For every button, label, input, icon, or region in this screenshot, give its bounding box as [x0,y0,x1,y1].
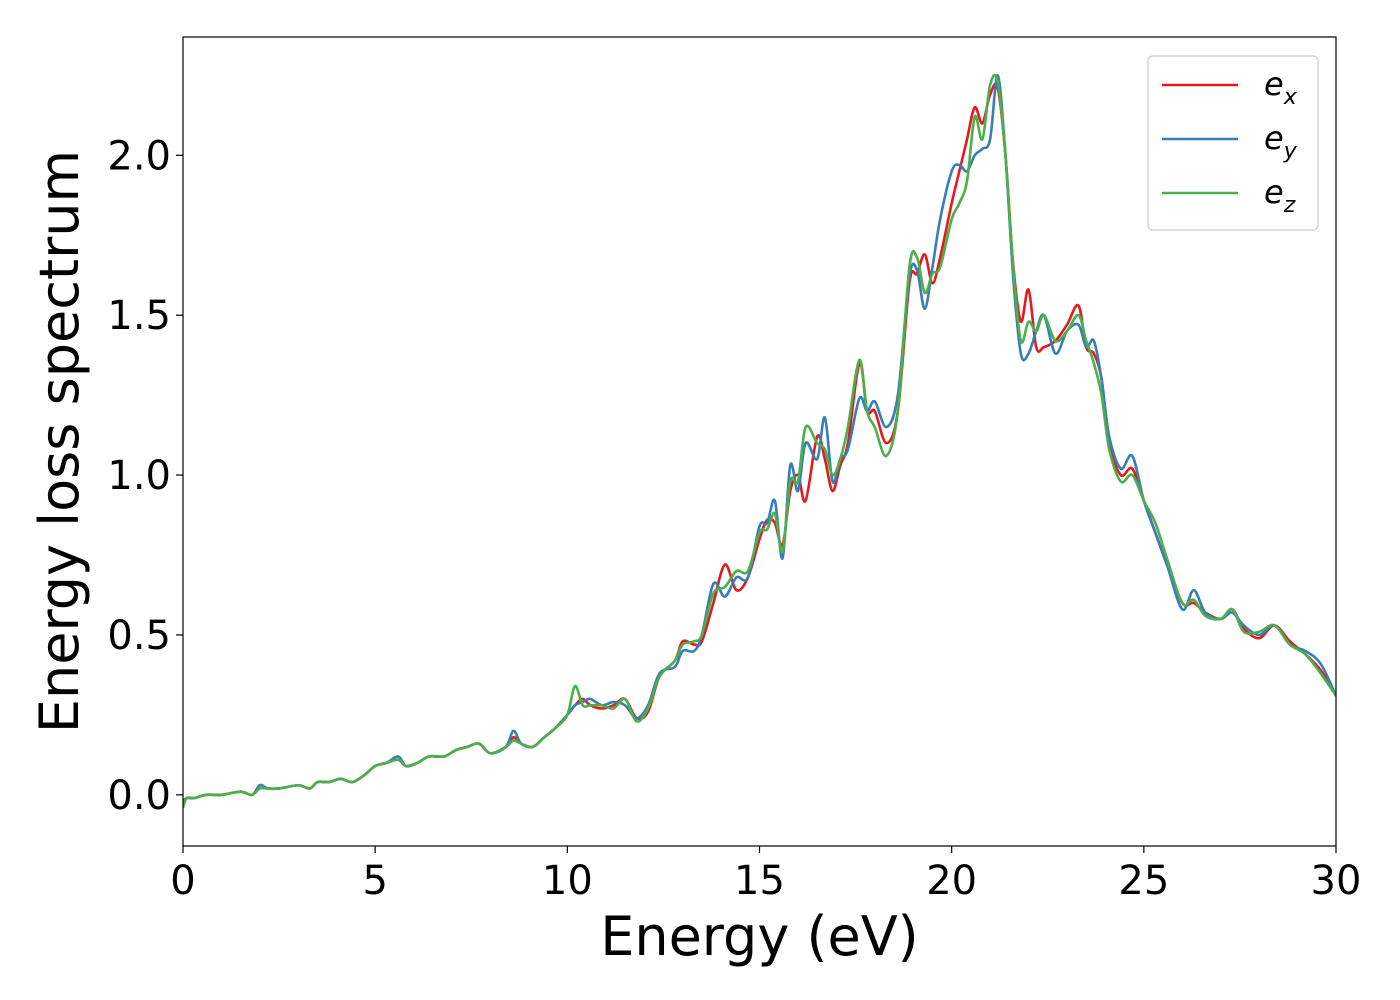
y-tick-label: 0.5 [107,613,171,659]
legend-label-y: ey [1264,119,1298,164]
x-tick-label: 5 [362,858,387,904]
legend-frame [1147,55,1319,231]
x-tick-label: 25 [1118,858,1169,904]
y-axis-label: Energy loss spectrum [28,150,91,733]
series-layer [183,73,1336,809]
legend-label-z: ez [1264,173,1296,218]
y-tick-label: 1.0 [107,453,171,499]
x-tick-label: 15 [734,858,785,904]
ticks-layer: 0 5 10 15 20 25 30 0.0 0.5 1.0 1.5 2.0 [107,133,1361,904]
y-tick-label: 0.0 [107,773,171,819]
x-tick-label: 0 [170,858,195,904]
legend-label-x: ex [1264,65,1298,110]
series-line-z [183,73,1336,809]
legend: ex ey ez [1147,55,1319,231]
x-tick-label: 20 [926,858,977,904]
x-tick-label: 30 [1311,858,1362,904]
y-tick-label: 1.5 [107,293,171,339]
x-tick-label: 10 [542,858,593,904]
y-tick-label: 2.0 [107,133,171,179]
x-axis-label: Energy (eV) [600,905,919,968]
